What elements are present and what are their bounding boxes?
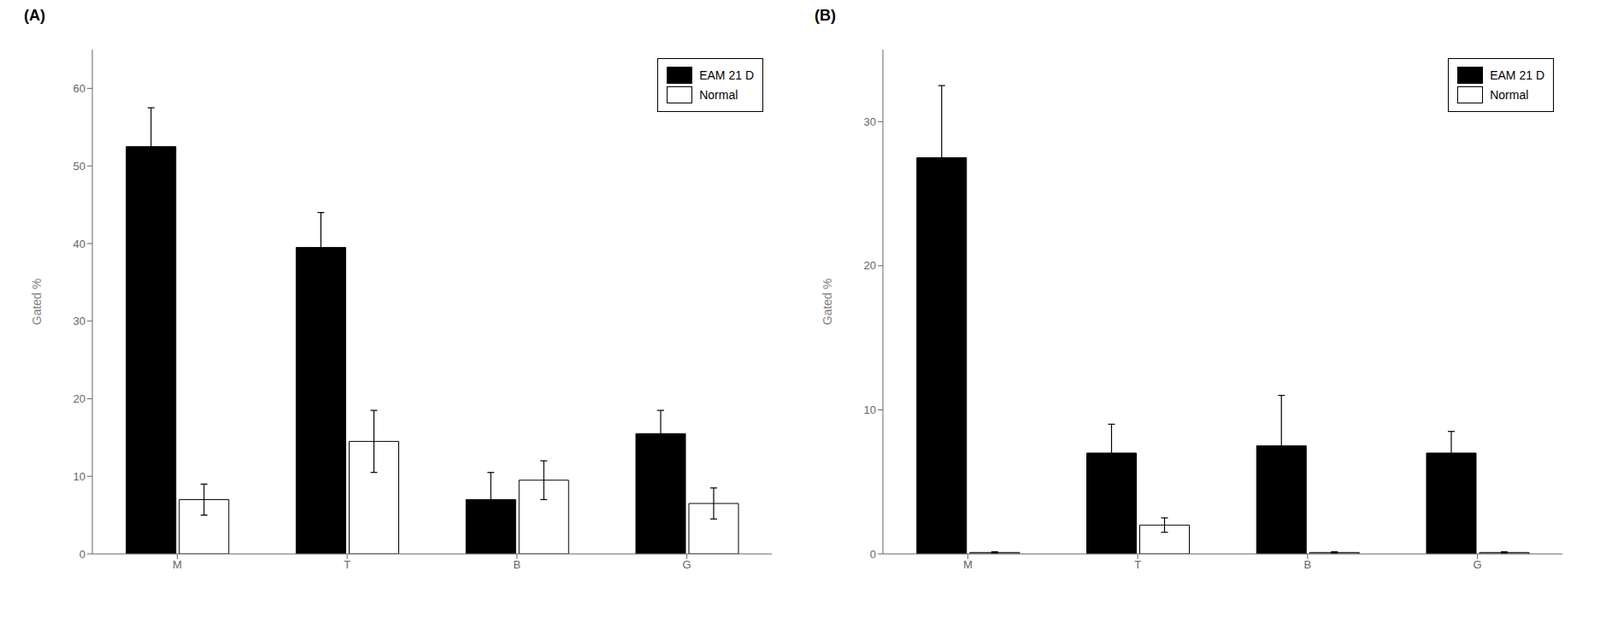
html-text:Normal: Normal — [699, 88, 738, 102]
svg-text:M: M — [172, 558, 183, 571]
svg-text:M: M — [963, 558, 973, 571]
svg-text:B: B — [513, 558, 522, 571]
html-text:(A): (A) — [23, 6, 46, 24]
svg-text:0: 0 — [79, 547, 86, 561]
svg-text:G: G — [1473, 558, 1483, 571]
html-text:Normal: Normal — [1489, 88, 1529, 102]
html-text:(B): (B) — [814, 6, 836, 24]
svg-text:20: 20 — [73, 392, 86, 406]
svg-text:40: 40 — [73, 237, 86, 251]
svg-text:T: T — [343, 558, 351, 571]
svg-text:10: 10 — [864, 403, 877, 417]
html-text:EAM 21 D: EAM 21 D — [699, 68, 754, 83]
svg-text:30: 30 — [73, 314, 86, 328]
svg-text:Gated %: Gated % — [29, 278, 44, 325]
svg-text:10: 10 — [73, 470, 86, 483]
svg-text:20: 20 — [864, 258, 877, 272]
svg-text:50: 50 — [73, 159, 86, 173]
svg-text:Gated %: Gated % — [820, 278, 835, 325]
svg-text:30: 30 — [864, 115, 877, 129]
svg-text:G: G — [682, 558, 692, 571]
html-text:EAM 21 D: EAM 21 D — [1489, 68, 1545, 83]
svg-text:T: T — [1134, 558, 1142, 571]
svg-text:B: B — [1304, 558, 1312, 571]
svg-text:60: 60 — [73, 82, 86, 95]
svg-text:0: 0 — [870, 547, 877, 561]
